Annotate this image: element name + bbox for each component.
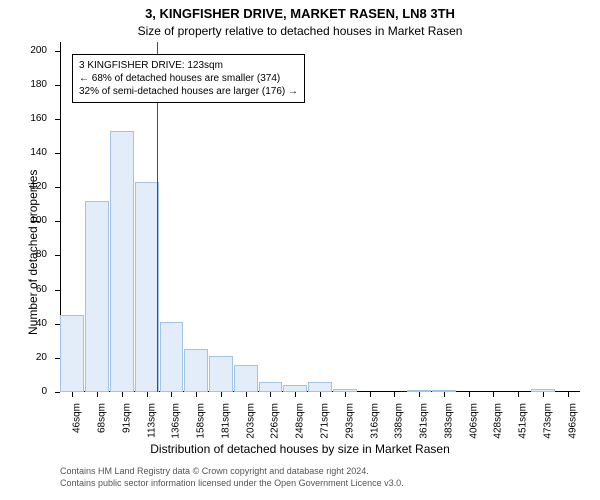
y-tick-label: 200	[0, 45, 47, 56]
chart-subtitle: Size of property relative to detached ho…	[0, 24, 600, 38]
x-tick	[469, 392, 470, 397]
x-tick-label: 451sqm	[518, 403, 529, 439]
y-tick	[55, 392, 60, 393]
x-tick	[394, 392, 395, 397]
x-tick-label: 361sqm	[419, 403, 430, 439]
x-tick-label: 428sqm	[493, 403, 504, 439]
x-tick-label: 338sqm	[394, 403, 405, 439]
y-tick	[55, 153, 60, 154]
x-tick	[97, 392, 98, 397]
y-tick-label: 80	[0, 249, 47, 260]
y-tick	[55, 119, 60, 120]
histogram-bar	[184, 349, 208, 392]
x-tick	[196, 392, 197, 397]
x-tick	[345, 392, 346, 397]
chart-title: 3, KINGFISHER DRIVE, MARKET RASEN, LN8 3…	[0, 6, 600, 21]
x-tick	[221, 392, 222, 397]
annotation-box: 3 KINGFISHER DRIVE: 123sqm← 68% of detac…	[72, 54, 305, 103]
histogram-bar	[85, 201, 109, 392]
histogram-bar	[234, 365, 258, 392]
x-tick-label: 248sqm	[295, 403, 306, 439]
histogram-bar	[60, 315, 84, 392]
footer-line: Contains public sector information licen…	[60, 478, 404, 488]
x-tick-label: 91sqm	[121, 403, 132, 433]
y-tick	[55, 255, 60, 256]
y-tick	[55, 358, 60, 359]
x-tick	[370, 392, 371, 397]
x-axis-label: Distribution of detached houses by size …	[0, 442, 600, 456]
y-tick-label: 180	[0, 79, 47, 90]
x-tick	[295, 392, 296, 397]
histogram-bar	[135, 182, 159, 392]
footer-line: Contains HM Land Registry data © Crown c…	[60, 466, 369, 476]
annotation-line: ← 68% of detached houses are smaller (37…	[79, 72, 298, 85]
x-tick-label: 383sqm	[443, 403, 454, 439]
x-tick	[320, 392, 321, 397]
x-tick-label: 203sqm	[245, 403, 256, 439]
x-tick	[419, 392, 420, 397]
histogram-bar	[209, 356, 233, 392]
x-tick-label: 226sqm	[270, 403, 281, 439]
x-tick-label: 46sqm	[72, 403, 83, 433]
y-tick	[55, 187, 60, 188]
x-tick	[518, 392, 519, 397]
y-tick-label: 120	[0, 181, 47, 192]
x-tick-label: 136sqm	[171, 403, 182, 439]
x-tick	[171, 392, 172, 397]
x-tick	[270, 392, 271, 397]
y-tick-label: 140	[0, 147, 47, 158]
y-tick	[55, 221, 60, 222]
histogram-bar	[308, 382, 332, 392]
x-tick	[246, 392, 247, 397]
y-tick-label: 20	[0, 352, 47, 363]
y-tick-label: 100	[0, 215, 47, 226]
x-tick	[147, 392, 148, 397]
x-tick-label: 406sqm	[468, 403, 479, 439]
annotation-line: 3 KINGFISHER DRIVE: 123sqm	[79, 59, 298, 72]
y-tick	[55, 324, 60, 325]
x-tick	[568, 392, 569, 397]
annotation-line: 32% of semi-detached houses are larger (…	[79, 85, 298, 98]
x-tick-label: 68sqm	[97, 403, 108, 433]
x-tick-label: 293sqm	[344, 403, 355, 439]
x-tick-label: 181sqm	[220, 403, 231, 439]
x-tick-label: 158sqm	[196, 403, 207, 439]
x-tick-label: 271sqm	[320, 403, 331, 439]
y-tick-label: 160	[0, 113, 47, 124]
x-tick	[122, 392, 123, 397]
x-tick	[543, 392, 544, 397]
x-tick-label: 473sqm	[542, 403, 553, 439]
y-tick	[55, 290, 60, 291]
x-tick	[493, 392, 494, 397]
histogram-bar	[160, 322, 184, 392]
x-tick-label: 113sqm	[146, 403, 157, 438]
y-tick	[55, 85, 60, 86]
histogram-bar	[259, 382, 283, 392]
histogram-bar	[110, 131, 134, 392]
plot-area: 3 KINGFISHER DRIVE: 123sqm← 68% of detac…	[60, 42, 580, 392]
x-tick-label: 496sqm	[567, 403, 578, 439]
x-tick-label: 316sqm	[369, 403, 380, 439]
y-tick-label: 60	[0, 284, 47, 295]
y-tick	[55, 51, 60, 52]
x-tick	[444, 392, 445, 397]
y-tick-label: 40	[0, 318, 47, 329]
y-tick-label: 0	[0, 386, 47, 397]
histogram-bar	[283, 385, 307, 392]
x-tick	[72, 392, 73, 397]
